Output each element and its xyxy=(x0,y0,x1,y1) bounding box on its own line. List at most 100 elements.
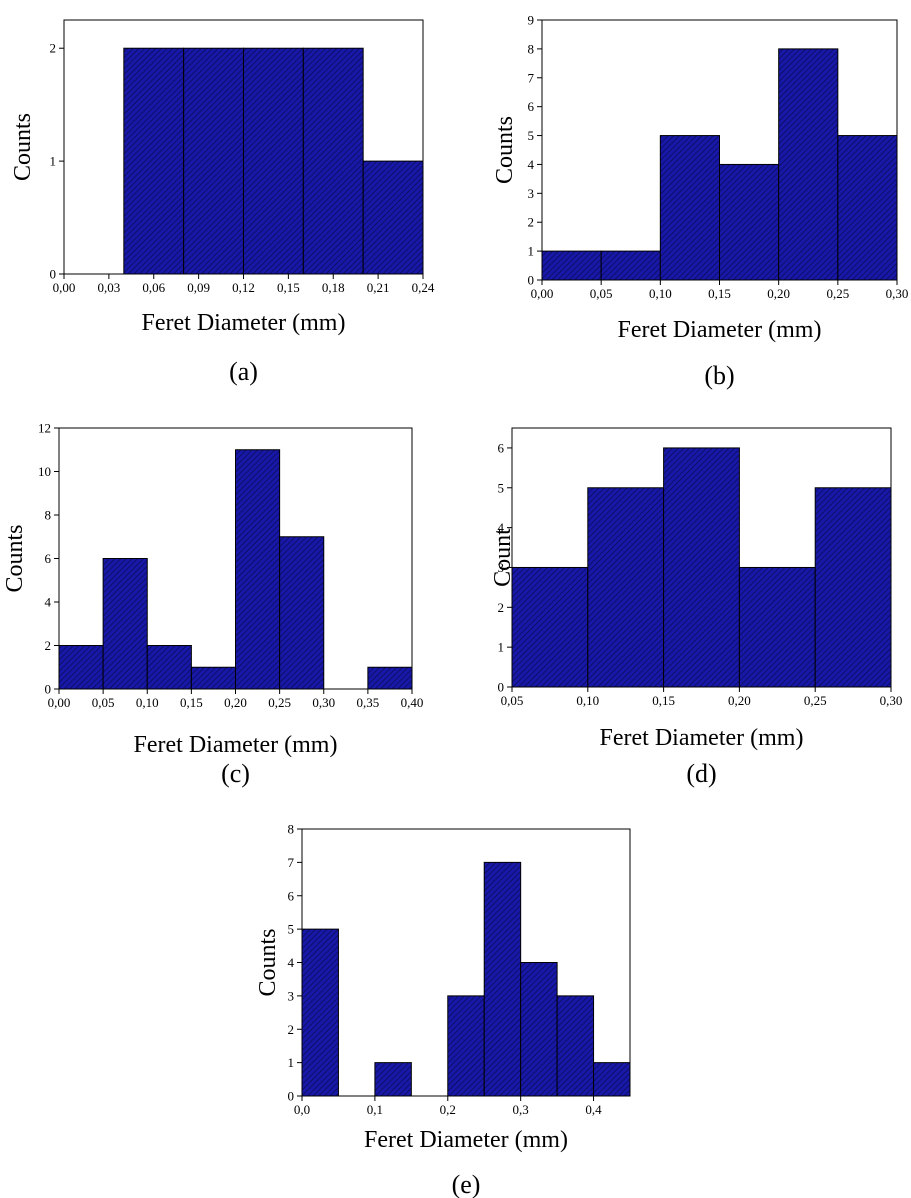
histogram-bar xyxy=(556,995,595,1097)
y-tick-label: 0 xyxy=(288,1089,295,1104)
y-tick-label: 8 xyxy=(288,822,295,837)
panel-label: (b) xyxy=(704,361,734,390)
y-tick-label: 7 xyxy=(288,855,295,870)
x-tick-label: 0,21 xyxy=(367,280,390,295)
histogram-bar xyxy=(58,645,104,690)
y-tick-label: 2 xyxy=(498,600,505,615)
y-tick-label: 2 xyxy=(288,1022,295,1037)
y-tick-label: 1 xyxy=(50,154,57,169)
y-tick-label: 0 xyxy=(528,273,535,288)
x-tick-label: 0,30 xyxy=(886,286,909,301)
panel-label: (c) xyxy=(221,759,250,788)
x-axis-label: Feret Diameter (mm) xyxy=(142,310,346,336)
x-tick-label: 0,03 xyxy=(98,280,121,295)
histogram-bar xyxy=(738,566,816,688)
y-tick-label: 5 xyxy=(288,922,295,937)
histogram-bar xyxy=(243,47,304,275)
y-tick-label: 3 xyxy=(498,560,505,575)
x-tick-label: 0,20 xyxy=(728,693,751,708)
y-axis-label: Counts xyxy=(10,113,36,181)
x-tick-label: 0,24 xyxy=(412,280,435,295)
y-tick-label: 9 xyxy=(528,13,535,28)
x-tick-label: 0,25 xyxy=(268,695,291,710)
histogram-panel: 0,05 0,10 0,15 0,20 0,25 0,30 0 1 2 3 4 5 6 Feret Dia… xyxy=(490,427,902,788)
histogram-bar xyxy=(520,962,558,1097)
y-tick-label: 3 xyxy=(528,186,535,201)
panel-label: (e) xyxy=(452,1170,481,1198)
y-tick-label: 2 xyxy=(50,41,57,56)
histogram-bar xyxy=(362,160,424,275)
x-tick-label: 0,35 xyxy=(357,695,380,710)
x-tick-label: 0,15 xyxy=(652,693,675,708)
x-tick-label: 0,2 xyxy=(440,1102,456,1117)
y-tick-label: 4 xyxy=(528,157,535,172)
x-tick-label: 0,00 xyxy=(48,695,71,710)
panel-label: (d) xyxy=(686,759,716,788)
y-tick-label: 6 xyxy=(288,888,295,903)
histogram-bar xyxy=(102,558,148,690)
histogram-bar xyxy=(190,666,236,690)
histogram-bar xyxy=(663,447,740,688)
x-tick-label: 0,05 xyxy=(501,693,524,708)
y-tick-label: 7 xyxy=(528,70,535,85)
histogram-bar xyxy=(279,536,325,690)
x-axis-label: Feret Diameter (mm) xyxy=(618,317,822,343)
x-tick-label: 0,30 xyxy=(312,695,335,710)
x-tick-label: 0,20 xyxy=(767,286,790,301)
plot-frame xyxy=(511,427,892,688)
histogram-panel: 0,00 0,05 0,10 0,15 0,20 0,25 0,30 0,35 0,40 0 2 4 6… xyxy=(2,421,423,789)
x-tick-label: 0,06 xyxy=(142,280,165,295)
x-axis-label: Feret Diameter (mm) xyxy=(600,725,804,751)
histogram-bar xyxy=(593,1062,631,1097)
x-tick-label: 0,15 xyxy=(708,286,731,301)
histogram-bar xyxy=(837,135,898,281)
x-tick-label: 0,05 xyxy=(92,695,115,710)
y-tick-label: 6 xyxy=(498,440,505,455)
y-axis-label: Counts xyxy=(2,524,28,592)
x-tick-label: 0,10 xyxy=(136,695,159,710)
y-tick-label: 8 xyxy=(528,41,535,56)
y-tick-label: 1 xyxy=(528,244,535,259)
x-tick-label: 0,05 xyxy=(590,286,613,301)
histogram-bar xyxy=(447,995,485,1097)
histogram-bar xyxy=(302,47,364,275)
y-axis-label: Count xyxy=(490,528,516,587)
x-tick-label: 0,10 xyxy=(576,693,599,708)
y-tick-label: 5 xyxy=(498,480,505,495)
histogram-bar xyxy=(778,48,839,281)
histogram-bar xyxy=(301,928,339,1097)
y-tick-label: 12 xyxy=(38,421,51,436)
x-tick-label: 0,18 xyxy=(322,280,345,295)
x-tick-label: 0,0 xyxy=(294,1102,310,1117)
y-tick-label: 4 xyxy=(288,955,295,970)
x-tick-label: 0,4 xyxy=(585,1102,602,1117)
y-tick-label: 8 xyxy=(45,508,52,523)
x-tick-label: 0,00 xyxy=(53,280,76,295)
x-tick-label: 0,12 xyxy=(232,280,255,295)
histogram-bar xyxy=(367,666,413,690)
y-tick-label: 0 xyxy=(45,682,52,697)
histogram-bar xyxy=(587,487,665,688)
y-tick-label: 2 xyxy=(45,638,52,653)
y-axis-label: Counts xyxy=(492,116,518,184)
histogram-panel: 0,0 0,1 0,2 0,3 0,4 0 1 2 3 4 5 6 7 8 Feret Diameter (… xyxy=(255,822,631,1198)
x-tick-label: 0,25 xyxy=(826,286,849,301)
histogram-bar xyxy=(146,645,192,690)
y-tick-label: 6 xyxy=(45,551,52,566)
y-tick-label: 1 xyxy=(288,1055,295,1070)
x-axis-label: Feret Diameter (mm) xyxy=(134,732,338,758)
histogram-bar xyxy=(719,163,780,281)
x-tick-label: 0,1 xyxy=(367,1102,383,1117)
y-tick-label: 0 xyxy=(498,680,505,695)
y-tick-label: 6 xyxy=(528,99,535,114)
x-tick-label: 0,20 xyxy=(224,695,247,710)
y-tick-label: 4 xyxy=(498,520,505,535)
x-tick-label: 0,40 xyxy=(401,695,424,710)
histogram-bar xyxy=(600,250,661,281)
histogram-bar xyxy=(814,487,892,688)
histogram-panel: 0,00 0,05 0,10 0,15 0,20 0,25 0,30 0 1 2 3 4 5 6 7 8 9 Fe… xyxy=(492,13,908,391)
panel-label: (a) xyxy=(229,357,258,386)
histogram-bar xyxy=(659,135,720,281)
histogram-bar xyxy=(123,47,185,275)
